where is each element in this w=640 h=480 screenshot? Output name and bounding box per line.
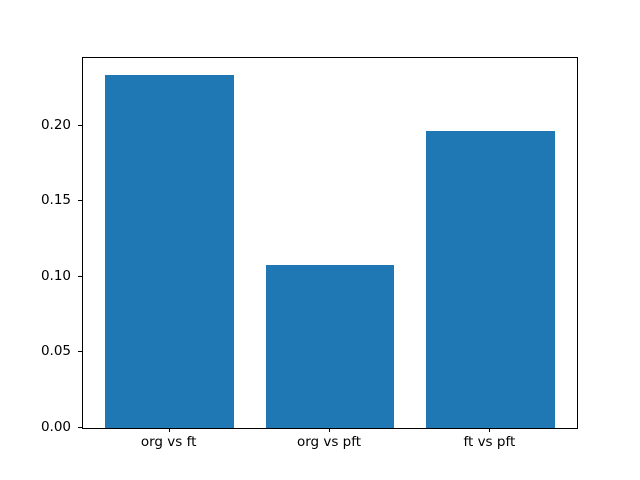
bar-org-vs-ft xyxy=(105,74,234,428)
y-tick-mark xyxy=(78,275,82,277)
y-tick-mark xyxy=(78,427,82,428)
y-tick-label: 0.15 xyxy=(40,192,71,209)
y-tick-label: 0.05 xyxy=(40,343,71,360)
x-tick-mark xyxy=(329,428,330,432)
x-tick-mark xyxy=(489,428,491,432)
y-tick-mark xyxy=(78,351,82,353)
bar-ft-vs-pft xyxy=(426,130,555,428)
y-tick-mark xyxy=(78,124,82,126)
x-tick-mark xyxy=(168,428,170,432)
y-tick-label: 0.20 xyxy=(40,116,71,133)
y-tick-label: 0.10 xyxy=(40,267,71,284)
bar-org-vs-pft xyxy=(265,264,395,428)
x-tick-label: org vs pft xyxy=(296,434,362,450)
y-tick-label: 0.00 xyxy=(40,419,71,435)
x-tick-label: org vs ft xyxy=(140,434,197,450)
y-tick-mark xyxy=(78,200,82,202)
plot-area xyxy=(82,57,578,429)
x-tick-label: ft vs pft xyxy=(463,434,516,450)
